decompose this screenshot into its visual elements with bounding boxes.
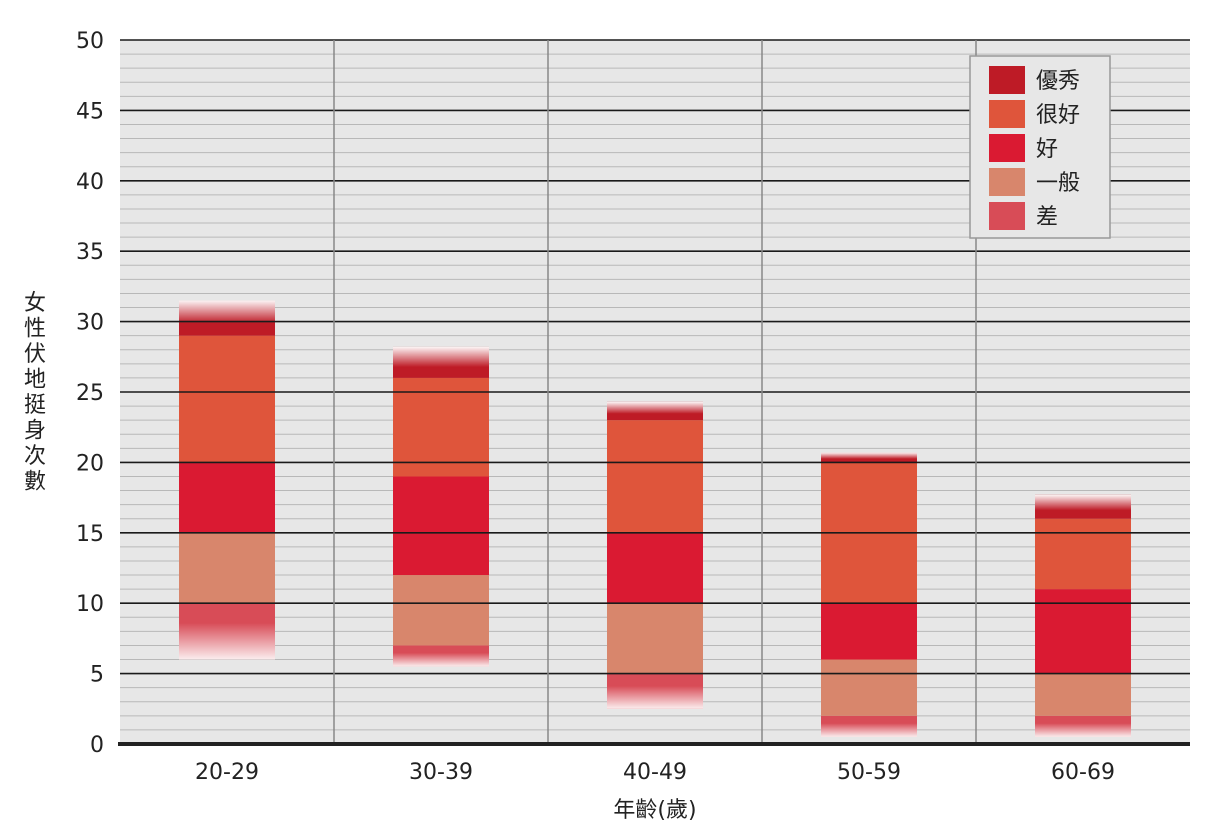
bar-segment (607, 603, 703, 674)
legend-swatch (989, 168, 1025, 196)
y-tick-label: 5 (90, 663, 104, 688)
y-tick-label: 40 (76, 170, 104, 195)
y-tick-label: 45 (76, 99, 104, 124)
bar-segment (179, 335, 275, 463)
x-tick-labels: 20-29 30-39 40-49 50-59 60-69 (195, 760, 1115, 785)
y-tick-label: 10 (76, 592, 104, 617)
legend-swatch (989, 202, 1025, 230)
bar-fade-top (179, 300, 275, 324)
bar-segment (393, 575, 489, 646)
legend-label: 很好 (1036, 103, 1080, 128)
y-tick-label: 0 (90, 733, 104, 758)
bar-segment (393, 377, 489, 477)
bar-fade-bottom (393, 652, 489, 667)
y-axis-title-char: 數 (24, 470, 46, 495)
bar-segment (179, 462, 275, 533)
bar-segment (821, 659, 917, 716)
y-tick-label: 25 (76, 381, 104, 406)
bar-fade-top (821, 452, 917, 459)
y-tick-label: 20 (76, 451, 104, 476)
x-axis-title: 年齡(歲) (613, 798, 696, 823)
y-axis-title-char: 性 (24, 317, 46, 342)
x-tick-label: 40-49 (623, 760, 687, 785)
y-axis-title-char: 挺 (24, 393, 46, 418)
y-tick-label: 30 (76, 311, 104, 336)
bar-segment (1035, 589, 1131, 674)
legend-swatch (989, 66, 1025, 94)
x-tick-label: 50-59 (837, 760, 901, 785)
bar-segment (607, 420, 703, 533)
legend-label: 好 (1036, 137, 1058, 162)
bar-segment (821, 603, 917, 660)
bar-fade-top (607, 401, 703, 414)
legend-label: 優秀 (1036, 69, 1080, 94)
bar-fade-bottom (179, 622, 275, 660)
bar-segment (607, 532, 703, 604)
bar-segment (179, 532, 275, 604)
bar-fade-bottom (821, 723, 917, 737)
bar-fade-top (1035, 494, 1131, 511)
x-tick-label: 60-69 (1051, 760, 1115, 785)
y-tick-labels: 0 5 10 15 20 25 30 35 40 45 50 (76, 29, 104, 758)
y-axis-title-char: 女 (24, 291, 46, 316)
bar-segment (1035, 673, 1131, 716)
y-tick-label: 50 (76, 29, 104, 54)
y-tick-label: 15 (76, 522, 104, 547)
legend-swatch (989, 134, 1025, 162)
legend-swatch (989, 100, 1025, 128)
bar-fade-bottom (607, 685, 703, 709)
bar-fade-bottom (1035, 723, 1131, 737)
legend-label: 一般 (1036, 171, 1080, 196)
bar-segment (1035, 518, 1131, 590)
x-tick-label: 20-29 (195, 760, 259, 785)
y-axis-title-char: 身 (24, 419, 46, 444)
x-tick-label: 30-39 (409, 760, 473, 785)
y-tick-label: 35 (76, 240, 104, 265)
y-axis-title-char: 地 (24, 368, 46, 393)
bar-segment (393, 476, 489, 576)
bar-fade-top (393, 346, 489, 368)
y-axis-title-char: 伏 (24, 342, 46, 367)
y-axis-title-char: 次 (24, 444, 46, 469)
legend-label: 差 (1036, 205, 1058, 230)
bars (179, 300, 1131, 737)
